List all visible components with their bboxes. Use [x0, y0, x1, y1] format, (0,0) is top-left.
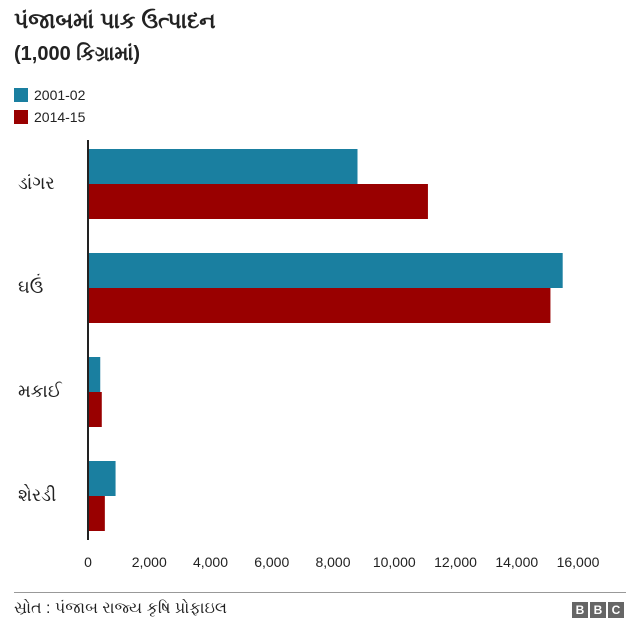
bar-1-0 — [88, 184, 428, 219]
source-note: સ્રોત : પંજાબ રાજ્ય કૃષિ પ્રોફાઇલ — [14, 600, 227, 617]
legend-swatch-series-1 — [14, 110, 28, 124]
bar-0-2 — [88, 357, 101, 392]
x-tick-label-2: 4,000 — [193, 554, 228, 570]
bbc-logo-letter-2: B — [590, 602, 606, 618]
x-tick-label-6: 12,000 — [434, 554, 477, 570]
category-label-3: શેરડી — [18, 485, 56, 505]
bar-chart: ડાંગર ઘઉં મકાઈ શેરડી 0 2,000 4,000 6,000 8,000 10… — [18, 140, 600, 570]
legend-swatch-series-0 — [14, 88, 28, 102]
category-label-1: ઘઉં — [18, 274, 43, 297]
bar-0-1 — [88, 253, 563, 288]
x-tick-label-1: 2,000 — [132, 554, 167, 570]
bar-0-0 — [88, 149, 358, 184]
x-tick-label-0: 0 — [84, 554, 92, 570]
bar-0-3 — [88, 461, 116, 496]
category-label-2: મકાઈ — [18, 381, 63, 401]
x-tick-label-8: 16,000 — [557, 554, 600, 570]
chart-subtitle: (1,000 કિગ્રામાં) — [14, 43, 141, 65]
bar-1-2 — [88, 392, 102, 427]
x-tick-label-4: 8,000 — [315, 554, 350, 570]
legend-item-series-0: 2001-02 — [14, 84, 85, 106]
footer-divider — [14, 592, 626, 593]
x-tick-label-3: 6,000 — [254, 554, 289, 570]
category-label-0: ડાંગર — [18, 173, 55, 193]
legend: 2001-02 2014-15 — [14, 84, 85, 128]
bbc-logo: B B C — [572, 602, 624, 618]
bar-1-3 — [88, 496, 105, 531]
legend-label-series-1: 2014-15 — [34, 109, 86, 125]
bar-1-1 — [88, 288, 551, 323]
bbc-logo-letter-1: B — [572, 602, 588, 618]
legend-label-series-0: 2001-02 — [34, 87, 86, 103]
x-tick-label-5: 10,000 — [373, 554, 416, 570]
legend-item-series-1: 2014-15 — [14, 106, 85, 128]
x-tick-label-7: 14,000 — [495, 554, 538, 570]
chart-title: પંજાબમાં પાક ઉત્પાદન — [14, 8, 216, 33]
bbc-logo-letter-3: C — [608, 602, 624, 618]
